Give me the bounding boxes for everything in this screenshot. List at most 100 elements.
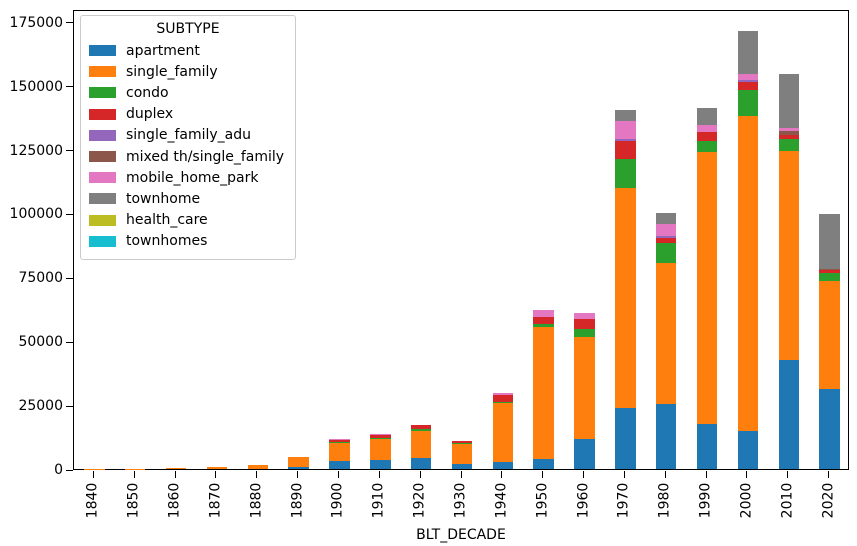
bar-1860 (165, 9, 187, 469)
x-tick-label: 2020 (820, 482, 837, 519)
x-tick-label: 1910 (370, 482, 387, 519)
x-tick-mark (174, 471, 176, 478)
bar-segment-1970-single-family-adu (615, 139, 636, 142)
bar-segment-1970-condo (615, 159, 636, 189)
bar-segment-1960-apartment (574, 438, 595, 469)
bar-segment-1930-duplex (451, 441, 473, 444)
x-tick-label: 1870 (207, 482, 224, 519)
bar-segment-1950-condo (533, 323, 554, 327)
bar-1950 (533, 9, 554, 469)
x-tick-mark (460, 471, 462, 478)
bar-segment-1930-apartment (451, 464, 473, 469)
legend-item-single-family: single_family (89, 61, 287, 82)
legend: SUBTYPE apartment single_family condo duple… (80, 15, 296, 260)
bar-segment-1900-single-family (329, 443, 350, 462)
x-tick-label: 1970 (615, 482, 632, 519)
bar-1940 (492, 9, 514, 469)
bar-segment-1910-duplex (370, 434, 391, 438)
bar-segment-2010-condo (778, 139, 799, 152)
bar-segment-1990-condo (696, 140, 718, 153)
bar-segment-1950-single-family (533, 326, 554, 460)
x-tick-mark (378, 471, 380, 478)
legend-label: townhomes (126, 233, 208, 250)
x-tick-label: 1920 (411, 482, 428, 519)
legend-swatch-icon (89, 172, 116, 184)
legend-label: health_care (126, 212, 208, 229)
legend-swatch-icon (89, 151, 116, 163)
legend-swatch-icon (89, 66, 116, 78)
x-tick-mark (337, 471, 339, 478)
bar-1960 (574, 9, 595, 469)
bar-1890 (288, 9, 309, 469)
bar-segment-1990-townhome (696, 107, 718, 126)
bar-segment-2010-apartment (778, 360, 799, 469)
y-tick-label: 75000 (18, 270, 63, 287)
x-tick-label: 1890 (289, 482, 306, 519)
bar-segment-1920-duplex (410, 424, 432, 429)
bar-segment-1910-mobile-home-park (370, 433, 391, 435)
legend-swatch-icon (89, 193, 116, 205)
legend-label: single_family (126, 63, 218, 80)
bar-2010 (778, 9, 799, 469)
bar-segment-1990-apartment (696, 424, 718, 469)
bar-segment-1980-condo (656, 243, 677, 264)
bar-segment-1950-apartment (533, 459, 554, 469)
legend-label: condo (126, 84, 169, 101)
bar-1880 (247, 9, 268, 469)
x-tick-label: 2000 (738, 482, 755, 519)
bar-segment-1960-single-family (574, 336, 595, 439)
legend-item-condo: condo (89, 82, 287, 103)
bar-segment-1940-duplex (492, 394, 514, 403)
bar-segment-1920-single-family (410, 431, 432, 459)
bar-2000 (737, 9, 759, 469)
bar-1870 (206, 9, 228, 469)
bar-segment-1970-townhome (615, 109, 636, 122)
legend-label: mobile_home_park (126, 169, 259, 186)
x-tick-mark (705, 471, 707, 478)
bar-segment-1940-mobile-home-park (492, 392, 514, 395)
x-tick-mark (133, 471, 135, 478)
legend-swatch-icon (89, 108, 116, 120)
legend-item-mobile-home-park: mobile_home_park (89, 167, 287, 188)
bar-segment-2020-single-family (819, 280, 840, 390)
legend-items: apartment single_family condo duplex single_… (89, 40, 287, 252)
y-tick-label: 125000 (9, 142, 63, 159)
bar-1970 (615, 9, 636, 469)
y-tick-label: 25000 (18, 398, 63, 415)
x-tick-label: 1940 (493, 482, 510, 519)
x-tick-mark (828, 471, 830, 478)
bar-1980 (656, 9, 677, 469)
legend-item-apartment: apartment (89, 40, 287, 61)
legend-label: townhome (126, 190, 201, 207)
bar-segment-1970-duplex (615, 141, 636, 160)
bar-segment-2000-townhome (737, 30, 759, 74)
y-tick-label: 175000 (9, 14, 63, 31)
legend-item-duplex: duplex (89, 104, 287, 125)
bar-segment-2020-townhome (819, 214, 840, 269)
y-tick-label: 0 (54, 462, 63, 478)
legend-swatch-icon (89, 129, 116, 141)
x-tick-mark (501, 471, 503, 478)
bar-segment-1980-mobile-home-park (656, 224, 677, 237)
bar-segment-1980-single-family (656, 263, 677, 404)
bar-segment-1920-condo (410, 428, 432, 432)
bar-segment-1960-mobile-home-park (574, 313, 595, 320)
bar-segment-2000-condo (737, 90, 759, 116)
legend-label: duplex (126, 106, 174, 123)
bar-segment-2000-mobile-home-park (737, 73, 759, 80)
y-tick-label: 100000 (9, 206, 63, 223)
x-tick-mark (256, 471, 258, 478)
bar-1930 (451, 9, 473, 469)
bar-segment-1950-mobile-home-park (533, 310, 554, 318)
legend-swatch-icon (89, 235, 116, 247)
y-tick-mark (66, 22, 73, 24)
bar-segment-2010-mixed-th-single-family (778, 131, 799, 135)
bar-segment-1900-condo (329, 441, 350, 444)
legend-item-mixed-th-single-family: mixed th/single_family (89, 146, 287, 167)
bar-segment-1900-mobile-home-park (329, 439, 350, 440)
x-tick-mark (583, 471, 585, 478)
x-tick-mark (623, 471, 625, 478)
bar-1910 (370, 9, 391, 469)
bar-segment-1990-duplex (696, 132, 718, 141)
bar-segment-1950-duplex (533, 317, 554, 324)
